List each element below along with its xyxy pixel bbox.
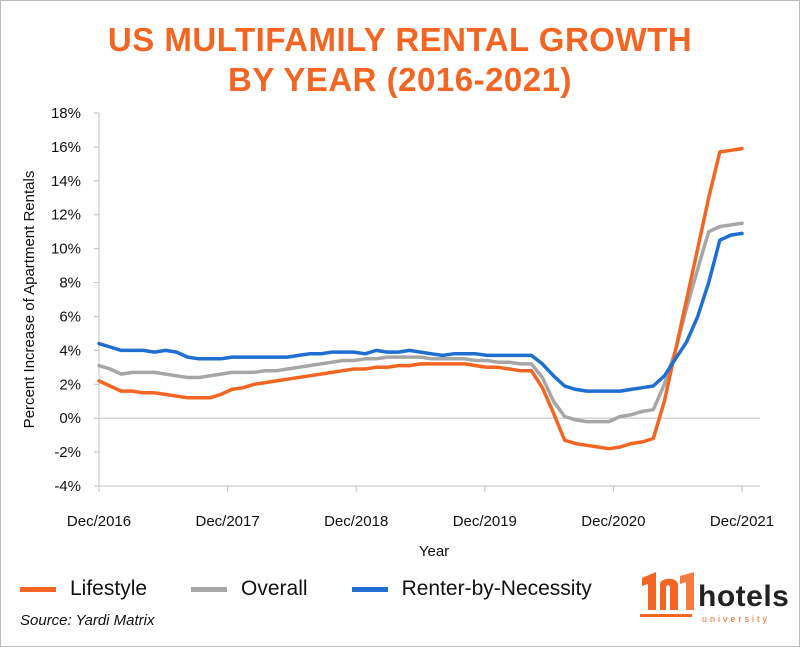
source-note: Source: Yardi Matrix <box>20 612 155 629</box>
chart-title-line-1: US MULTIFAMILY RENTAL GROWTH <box>107 21 693 58</box>
legend-item-lifestyle: Lifestyle <box>20 577 147 601</box>
y-tick-label: -4% <box>54 478 81 495</box>
legend-item-renter-by-necessity: Renter-by-Necessity <box>351 577 592 601</box>
logo-subtitle: university <box>702 614 771 624</box>
series-line-lifestyle <box>97 146 744 451</box>
y-tick-label: 18% <box>51 105 81 122</box>
x-tick-label: Dec/2017 <box>195 513 259 530</box>
logo-mark-icon <box>640 572 694 617</box>
y-tick-label: 8% <box>59 275 81 292</box>
y-tick-label: 6% <box>59 308 81 325</box>
y-tick-label: 10% <box>51 241 81 258</box>
legend-label-lifestyle: Lifestyle <box>70 577 148 600</box>
y-tick-label: 2% <box>59 376 81 393</box>
legend-swatch-overall <box>191 586 228 592</box>
x-axis-title: Year <box>419 543 449 560</box>
x-tick-label: Dec/2021 <box>710 513 774 530</box>
hotels-university-logo: hotels university <box>636 570 790 628</box>
y-axis-title: Percent Increase of Apartment Rentals <box>21 171 38 429</box>
y-tick-label: 12% <box>51 207 81 224</box>
y-tick-label: 0% <box>59 410 81 427</box>
x-tick-label: Dec/2019 <box>453 513 517 530</box>
x-tick-label: Dec/2020 <box>581 513 645 530</box>
legend-swatch-lifestyle <box>20 586 56 592</box>
legend-label-overall: Overall <box>241 577 308 600</box>
legend-label-renter-by-necessity: Renter-by-Necessity <box>401 577 592 600</box>
y-tick-label: -2% <box>54 444 81 461</box>
series-line-overall <box>97 221 744 424</box>
y-tick-label: 14% <box>51 173 81 190</box>
y-tick-label: 4% <box>59 342 81 359</box>
x-tick-label: Dec/2016 <box>67 513 131 530</box>
logo-wordmark: hotels <box>698 580 790 613</box>
series-line-renter-by-necessity <box>97 231 744 393</box>
legend-item-overall: Overall <box>191 577 308 601</box>
x-tick-label: Dec/2018 <box>324 513 388 530</box>
chart-title: US MULTIFAMILY RENTAL GROWTH BY YEAR (20… <box>0 20 800 100</box>
chart-title-line-2: BY YEAR (2016-2021) <box>228 61 572 98</box>
y-tick-label: 16% <box>51 139 81 156</box>
chart-legend: Lifestyle Overall Renter-by-Necessity <box>20 574 636 604</box>
legend-swatch-renter-by-necessity <box>351 586 388 592</box>
